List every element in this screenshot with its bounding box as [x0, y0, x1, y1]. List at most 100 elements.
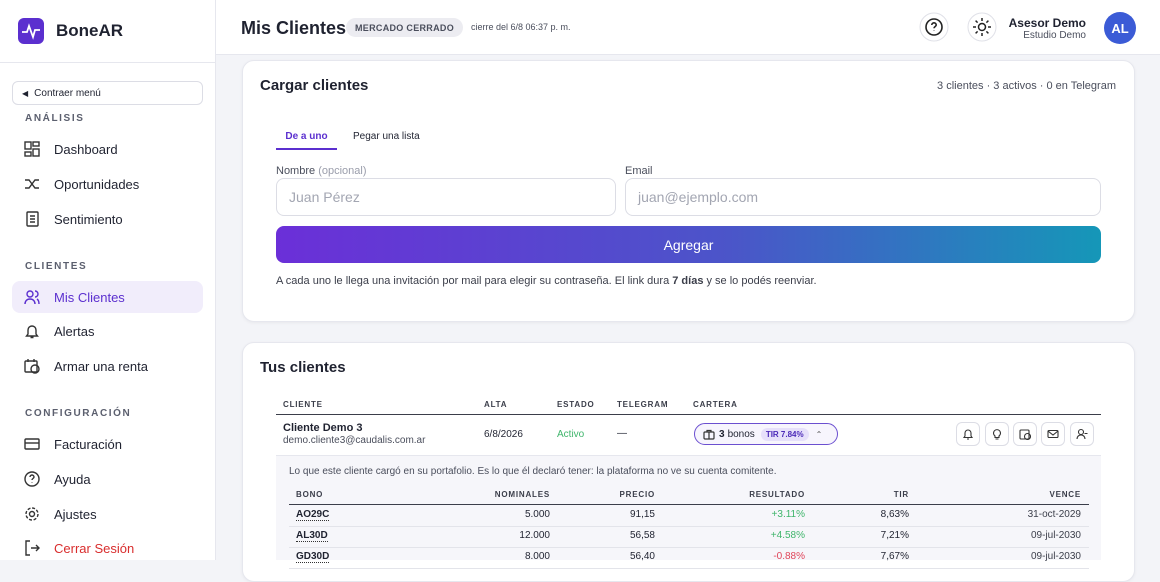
col-header: ALTA: [484, 400, 508, 409]
name-input[interactable]: Juan Pérez: [276, 178, 616, 216]
bond-cell: 09-jul-2030: [1030, 551, 1081, 562]
row-line: [289, 568, 1089, 569]
invite-note: A cada uno le llega una invitación por m…: [276, 275, 817, 287]
sub-col-header: TIR: [893, 490, 909, 499]
bond-cell: 8,63%: [880, 509, 909, 520]
col-header: TELEGRAM: [617, 400, 669, 409]
load-card: [242, 60, 1135, 322]
nav-item[interactable]: Dashboard: [12, 133, 203, 165]
bond-cell: 56,40: [629, 551, 655, 562]
bond-cell: +4.58%: [770, 530, 805, 541]
nav-label: Ayuda: [54, 471, 91, 487]
email-label: Email: [625, 165, 653, 177]
bond-code: GD30D: [296, 551, 330, 563]
alert-button[interactable]: [956, 422, 980, 446]
bond-cell: 31-oct-2029: [1027, 509, 1081, 520]
col-header: CARTERA: [693, 400, 738, 409]
collapse-label: Contraer menú: [34, 87, 101, 99]
portfolio-panel: [276, 455, 1101, 560]
header-line: [276, 414, 1101, 415]
sub-col-header: NOMINALES: [494, 490, 550, 499]
nav-item[interactable]: Alertas: [12, 315, 203, 347]
nav-item[interactable]: Sentimiento: [12, 203, 203, 235]
nav-label: Facturación: [54, 436, 122, 452]
nav-label: Oportunidades: [54, 176, 140, 192]
note-text: y se lo podés reenviar.: [703, 275, 817, 287]
remove-button[interactable]: [1070, 422, 1094, 446]
col-header: CLIENTE: [283, 400, 323, 409]
nav-item[interactable]: Facturación: [12, 428, 203, 460]
bond-cell: 56,58: [629, 530, 655, 541]
chevron: ⌃: [815, 429, 823, 439]
nav-label: Ajustes: [54, 506, 97, 522]
page-title: Mis Clientes: [241, 18, 347, 38]
bond-cell: 09-jul-2030: [1030, 530, 1081, 541]
bond-code: AO29C: [296, 509, 330, 521]
collapse-button[interactable]: ◀ Contraer menú: [12, 81, 203, 105]
nav-label: Armar una renta: [54, 358, 148, 374]
portfolio-pill[interactable]: 3 bonos TIR 7.84% ⌃: [694, 423, 838, 445]
nav-label: Cerrar Sesión: [54, 540, 135, 556]
client-status: Activo: [557, 429, 585, 440]
avatar[interactable]: AL: [1104, 12, 1136, 44]
renta-button[interactable]: [1013, 422, 1037, 446]
bond-cell: +3.11%: [771, 509, 805, 520]
bond-cell: 7,67%: [880, 551, 909, 562]
bond-cell: 5.000: [524, 509, 550, 520]
bond-cell: 91,15: [629, 509, 655, 520]
add-button[interactable]: Agregar: [276, 226, 1101, 263]
col-header: ESTADO: [557, 400, 595, 409]
user-org: Estudio Demo: [1023, 30, 1086, 41]
sub-col-header: RESULTADO: [749, 490, 805, 499]
sub-col-header: VENCE: [1049, 490, 1081, 499]
tab-active[interactable]: De a uno: [276, 131, 337, 150]
nav-item[interactable]: Oportunidades: [12, 168, 203, 200]
nav-item[interactable]: Armar una renta: [12, 350, 203, 382]
bond-cell: 7,21%: [880, 530, 909, 541]
client-telegram: —: [617, 428, 627, 439]
bonos-label: bonos: [727, 428, 755, 440]
bond-cell: -0.88%: [773, 551, 805, 562]
brand: BoneAR: [56, 21, 124, 40]
row-line: [289, 547, 1089, 548]
idea-button[interactable]: [985, 422, 1009, 446]
close-time: cierre del 6/8 06:37 p. m.: [471, 22, 571, 32]
mail-button[interactable]: [1041, 422, 1065, 446]
name-label: Nombre: [276, 165, 316, 177]
client-email: demo.cliente3@caudalis.com.ar: [283, 435, 426, 446]
section-title: CONFIGURACIÓN: [25, 408, 132, 419]
section-title: ANÁLISIS: [25, 113, 85, 124]
client-summary: 3 clientes · 3 activos · 0 en Telegram: [937, 80, 1116, 92]
top-bar: Mis Clientes MERCADO CERRADO cierre del …: [216, 0, 1160, 55]
client-name: Cliente Demo 3: [283, 422, 363, 434]
logout-item[interactable]: Cerrar Sesión: [12, 532, 203, 564]
sub-col-header: PRECIO: [619, 490, 655, 499]
section-title: CLIENTES: [25, 261, 88, 272]
nav-item-active[interactable]: Mis Clientes: [12, 281, 203, 313]
email-input[interactable]: juan@ejemplo.com: [625, 178, 1101, 216]
card-title: Tus clientes: [260, 359, 346, 376]
tir-badge: TIR 7.84%: [760, 427, 809, 441]
bond-cell: 8.000: [524, 551, 550, 562]
logo-icon: [18, 18, 44, 44]
help-button[interactable]: [919, 12, 949, 42]
divider: [0, 62, 216, 63]
placeholder: Juan Pérez: [289, 189, 360, 205]
briefcase-icon: [703, 429, 715, 440]
theme-button[interactable]: [967, 12, 997, 42]
bond-cell: 12.000: [519, 530, 550, 541]
nav-item[interactable]: Ayuda: [12, 463, 203, 495]
market-badge: MERCADO CERRADO: [346, 18, 463, 37]
nav-label: Mis Clientes: [54, 289, 125, 305]
sub-col-header: BONO: [296, 490, 324, 499]
portfolio-note: Lo que este cliente cargó en su portafol…: [289, 466, 777, 477]
bond-code: AL30D: [296, 530, 328, 542]
bonos-count: 3: [719, 428, 725, 440]
sidebar: BoneAR ◀ Contraer menú ANÁLISIS Dashboard…: [0, 0, 216, 560]
nav-label: Alertas: [54, 323, 95, 339]
tab[interactable]: Pegar una lista: [353, 131, 420, 142]
nav-item[interactable]: Ajustes: [12, 498, 203, 530]
nav-label: Dashboard: [54, 141, 118, 157]
card-title: Cargar clientes: [260, 77, 369, 94]
